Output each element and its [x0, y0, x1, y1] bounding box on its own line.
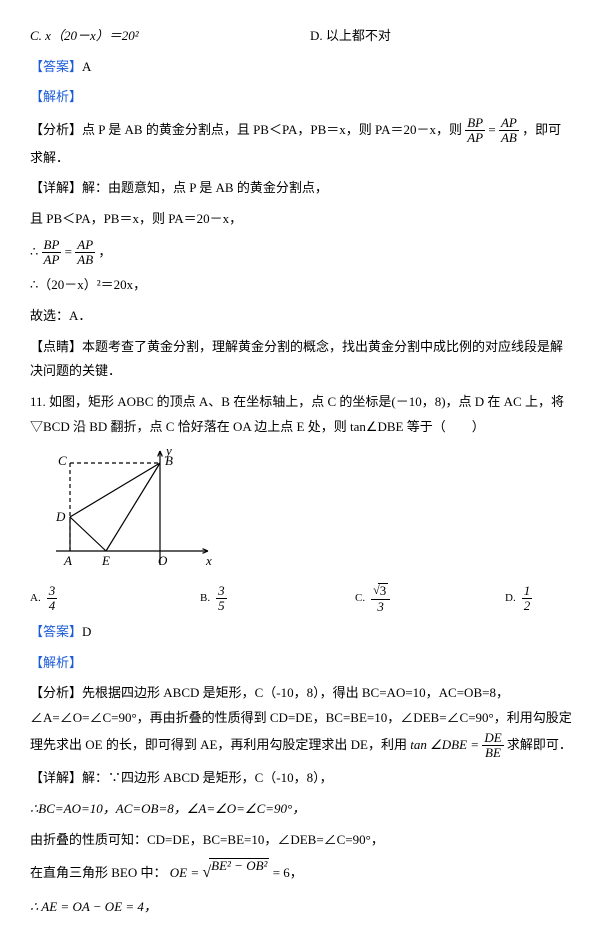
question-11: 11. 如图，矩形 AOBC 的顶点 A、B 在坐标轴上，点 C 的坐标是(－1… — [30, 390, 573, 439]
l3: ∴ BPAP = APAB ， — [30, 238, 573, 268]
svg-text:E: E — [101, 553, 110, 568]
svg-text:D: D — [55, 509, 66, 524]
svg-text:C: C — [58, 453, 67, 468]
fenxi-1: 【分析】点 P 是 AB 的黄金分割点，且 PB＜PA，PB＝x，则 PA＝20… — [30, 116, 573, 170]
fenxi-2: 【分析】先根据四边形 ABCD 是矩形，C（-10，8），得出 BC=AO=10… — [30, 681, 573, 760]
xj-1: 【详解】解：由题意知，点 P 是 AB 的黄金分割点， — [30, 176, 573, 201]
answer-1: 【答案】A — [30, 55, 573, 80]
svg-text:A: A — [63, 553, 72, 568]
x5: ∴ AE = OA − OE = 4， — [30, 895, 573, 920]
svg-text:x: x — [205, 553, 212, 568]
x2: ∴BC=AO=10，AC=OB=8，∠A=∠O=∠C=90°， — [30, 797, 573, 822]
jiexi-1: 【解析】 — [30, 85, 573, 110]
x3: 由折叠的性质可知：CD=DE，BC=BE=10，∠DEB=∠C=90°， — [30, 828, 573, 853]
opt-c: C. x（20－x）＝20² — [30, 28, 139, 43]
jiexi-2: 【解析】 — [30, 651, 573, 676]
dianjing-1: 【点睛】本题考查了黄金分割，理解黄金分割的概念，找出黄金分割中成比例的对应线段是… — [30, 335, 573, 384]
options-11: A.34 B.35 C.√33 D.12 — [30, 583, 573, 614]
svg-text:O: O — [158, 553, 168, 568]
svg-text:y: y — [164, 445, 172, 458]
x4: 在直角三角形 BEO 中： OE = √BE² − OB² = 6， — [30, 858, 573, 888]
x1: 【详解】解：∵四边形 ABCD 是矩形，C（-10，8）， — [30, 766, 573, 791]
figure-11: CBDAEOxy — [48, 445, 218, 575]
l5: 故选：A． — [30, 304, 573, 329]
l2: 且 PB＜PA，PB＝x，则 PA＝20－x， — [30, 207, 573, 232]
answer-2: 【答案】D — [30, 620, 573, 645]
l4: ∴（20－x）²＝20x， — [30, 273, 573, 298]
opt-d: D. 以上都不对 — [310, 24, 391, 49]
